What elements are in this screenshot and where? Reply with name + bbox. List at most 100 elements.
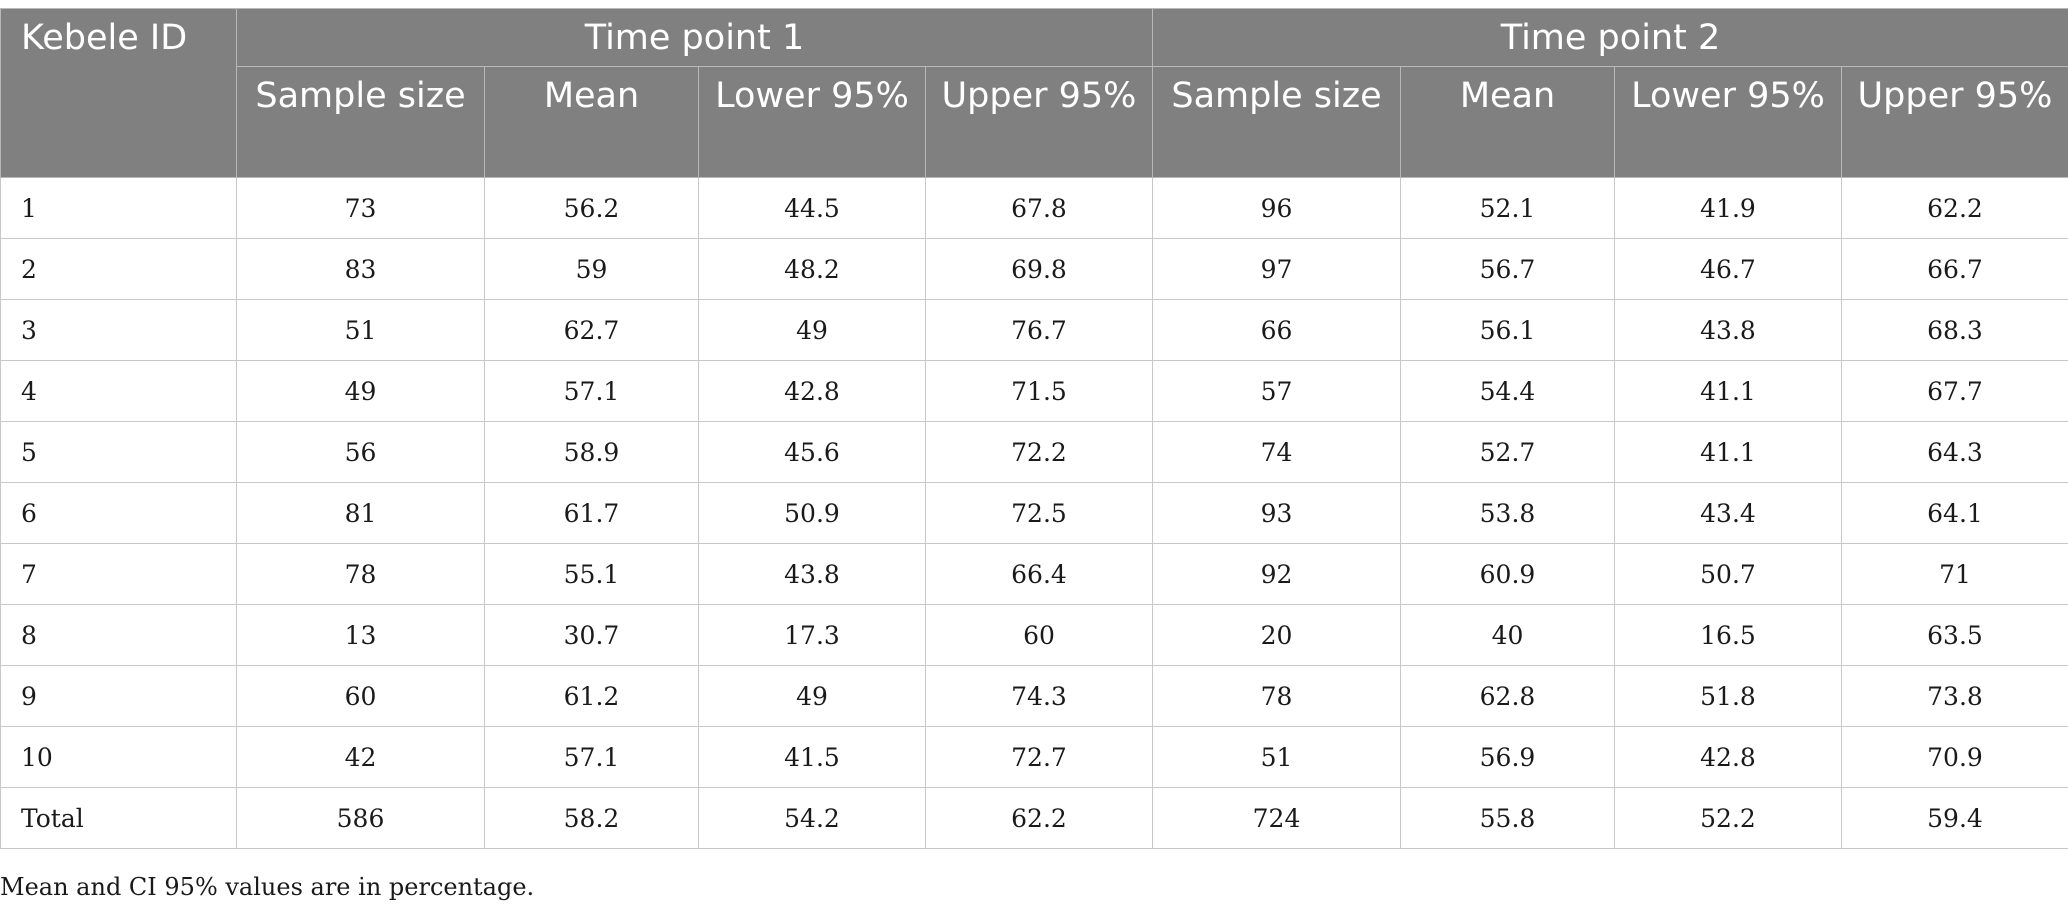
header-time-point-2: Time point 2 [1152,8,2068,67]
table-cell: 50.9 [698,482,926,544]
table-cell: 72.7 [925,726,1153,788]
table-cell: 72.2 [925,421,1153,483]
table-cell: 78 [1152,665,1401,727]
table-cell: 60 [925,604,1153,666]
table-cell: 50.7 [1614,543,1842,605]
table-cell: 58.2 [484,787,699,849]
table-cell: 55.8 [1400,787,1615,849]
table-cell: 43.4 [1614,482,1842,544]
table-row: 4 49 57.1 42.8 71.5 57 54.4 41.1 67.7 [0,360,2068,422]
table-cell: 61.7 [484,482,699,544]
table-cell: 45.6 [698,421,926,483]
table-cell: 66.7 [1841,238,2068,300]
table-cell: 40 [1400,604,1615,666]
table-cell: 41.1 [1614,421,1842,483]
subheader-sample-size: Sample size [236,66,485,178]
table-cell: 63.5 [1841,604,2068,666]
table-cell: 93 [1152,482,1401,544]
table-cell: 49 [698,299,926,361]
table-cell: 56.7 [1400,238,1615,300]
table-cell: 78 [236,543,485,605]
table-cell: 44.5 [698,177,926,239]
table-cell: 53.8 [1400,482,1615,544]
table-cell: 57.1 [484,726,699,788]
cell-kebele-id: 7 [0,543,237,605]
cell-kebele-id: 6 [0,482,237,544]
cell-kebele-id: 3 [0,299,237,361]
subheader-lower-95: Lower 95% [1614,66,1842,178]
table-cell: 74 [1152,421,1401,483]
table-cell: 57 [1152,360,1401,422]
table-cell: 42 [236,726,485,788]
table-cell: 71 [1841,543,2068,605]
table-row: Total 586 58.2 54.2 62.2 724 55.8 52.2 59.4 [0,787,2068,849]
table-row: 5 56 58.9 45.6 72.2 74 52.7 41.1 64.3 [0,421,2068,483]
table-cell: 59.4 [1841,787,2068,849]
table-cell: 66.4 [925,543,1153,605]
header-time-point-1: Time point 1 [236,8,1153,67]
table-cell: 43.8 [1614,299,1842,361]
table-row: 7 78 55.1 43.8 66.4 92 60.9 50.7 71 [0,543,2068,605]
table-cell: 83 [236,238,485,300]
table-cell: 62.7 [484,299,699,361]
table-cell: 74.3 [925,665,1153,727]
cell-kebele-id: 10 [0,726,237,788]
header-kebele-id: Kebele ID [0,8,237,178]
table-cell: 724 [1152,787,1401,849]
table-cell: 42.8 [698,360,926,422]
table-cell: 43.8 [698,543,926,605]
data-table: Kebele ID Time point 1 Time point 2 Samp… [0,8,2068,849]
cell-kebele-id: 8 [0,604,237,666]
table-cell: 56.9 [1400,726,1615,788]
table-cell: 51 [1152,726,1401,788]
table-cell: 60 [236,665,485,727]
table-cell: 69.8 [925,238,1153,300]
table-cell: 62.2 [1841,177,2068,239]
table-header: Kebele ID Time point 1 Time point 2 Samp… [0,8,2068,178]
table-cell: 62.8 [1400,665,1615,727]
table-cell: 41.5 [698,726,926,788]
table-cell: 17.3 [698,604,926,666]
table-cell: 55.1 [484,543,699,605]
table-cell: 52.2 [1614,787,1842,849]
table-cell: 16.5 [1614,604,1842,666]
table-cell: 73 [236,177,485,239]
cell-kebele-id: 5 [0,421,237,483]
table-row: 1 73 56.2 44.5 67.8 96 52.1 41.9 62.2 [0,177,2068,239]
table-row: 3 51 62.7 49 76.7 66 56.1 43.8 68.3 [0,299,2068,361]
table-cell: 54.2 [698,787,926,849]
table-cell: 67.8 [925,177,1153,239]
table-cell: 68.3 [1841,299,2068,361]
table-cell: 30.7 [484,604,699,666]
table-cell: 41.1 [1614,360,1842,422]
table-cell: 67.7 [1841,360,2068,422]
table-cell: 92 [1152,543,1401,605]
table-cell: 71.5 [925,360,1153,422]
cell-kebele-id: 9 [0,665,237,727]
table-cell: 20 [1152,604,1401,666]
table-cell: 60.9 [1400,543,1615,605]
subheader-upper-95: Upper 95% [1841,66,2068,178]
table-body: 1 73 56.2 44.5 67.8 96 52.1 41.9 62.2 2 83 59 48.2 69… [0,177,2068,849]
table-cell: 49 [698,665,926,727]
subheader-lower-95: Lower 95% [698,66,926,178]
cell-kebele-id: 1 [0,177,237,239]
table-cell: 52.7 [1400,421,1615,483]
subheader-upper-95: Upper 95% [925,66,1153,178]
cell-kebele-id: Total [0,787,237,849]
table-cell: 49 [236,360,485,422]
table-cell: 96 [1152,177,1401,239]
table-cell: 52.1 [1400,177,1615,239]
subheader-mean: Mean [484,66,699,178]
table-cell: 81 [236,482,485,544]
subheader-sample-size: Sample size [1152,66,1401,178]
table-cell: 62.2 [925,787,1153,849]
cell-kebele-id: 4 [0,360,237,422]
table-cell: 42.8 [1614,726,1842,788]
table-cell: 76.7 [925,299,1153,361]
table-cell: 64.3 [1841,421,2068,483]
table-cell: 73.8 [1841,665,2068,727]
table-cell: 97 [1152,238,1401,300]
table-row: 9 60 61.2 49 74.3 78 62.8 51.8 73.8 [0,665,2068,727]
subheader-mean: Mean [1400,66,1615,178]
